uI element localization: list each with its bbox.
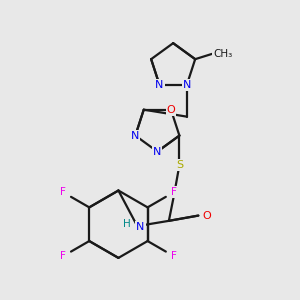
Text: F: F — [171, 187, 177, 197]
Text: S: S — [176, 160, 183, 170]
Text: N: N — [131, 130, 140, 141]
Text: F: F — [60, 187, 66, 197]
Text: O: O — [167, 105, 176, 115]
Text: N: N — [183, 80, 191, 90]
Text: F: F — [171, 251, 177, 261]
Text: N: N — [155, 80, 164, 90]
Text: F: F — [60, 251, 66, 261]
Text: H: H — [123, 219, 131, 229]
Text: O: O — [202, 211, 211, 220]
Text: N: N — [136, 222, 145, 232]
Text: CH₃: CH₃ — [213, 49, 232, 59]
Text: N: N — [153, 147, 162, 157]
